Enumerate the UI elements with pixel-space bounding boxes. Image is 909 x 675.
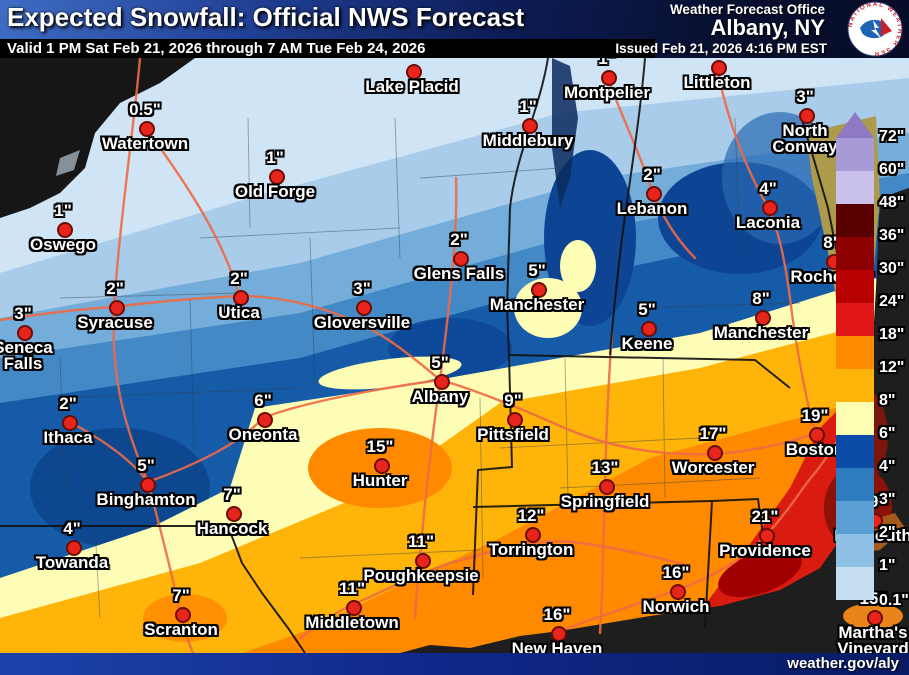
legend-segment: 8" [836,393,895,435]
legend-segment: 1" 0.1" [836,558,909,609]
snowfall-shading [0,58,909,653]
legend-tick-label: 18" [879,326,905,343]
office-label: Weather Forecast Office [669,2,825,17]
legend-segment: 6" [836,426,895,468]
legend-segment: 2" [836,525,895,567]
legend-segment: 36" [836,228,904,270]
legend-segment: 18" [836,327,904,369]
legend-segment: 48" [836,195,904,237]
forecast-map [0,58,909,653]
page-title: Expected Snowfall: Official NWS Forecast [7,2,525,32]
website-url: weather.gov/aly [787,655,899,672]
legend-tick-label: 36" [879,227,905,244]
legend-arrow-icon [836,112,874,138]
legend-tick-label: 12" [879,359,905,376]
legend-tick-label: 8" [879,392,896,409]
legend-segment: 24" [836,294,904,336]
valid-period-label: Valid 1 PM Sat Feb 21, 2026 through 7 AM… [0,39,655,58]
legend-segment: 3" [836,492,895,534]
legend-tick-label: 48" [879,194,905,211]
legend-tick-label: 30" [879,260,905,277]
legend-color-bar: 72" 60" 48" 36" 30" 24" 18" 12" 8" 6" 4" 3" 2" 1" 0.1" [836,129,909,609]
office-block: Weather Forecast Office Albany, NY [670,2,825,39]
legend-tick-label: 24" [879,293,905,310]
nws-logo-icon: NATIONAL WEATHER SERVICE [847,1,903,57]
legend-bottom-label: 0.1" [879,592,909,609]
legend-tick-label: 72" [879,128,905,145]
legend-segment: 72" [836,129,904,171]
header-bar: Expected Snowfall: Official NWS Forecast… [0,0,909,58]
legend-tick-label: 2" [879,524,896,541]
issued-timestamp: Issued Feb 21, 2026 4:16 PM EST [615,41,827,56]
legend-tick-label: 60" [879,161,905,178]
legend-segment: 30" [836,261,904,303]
legend-tick-label: 4" [879,458,896,475]
legend-tick-label: 1" [879,557,896,574]
legend-segment: 4" [836,459,895,501]
legend-segment: 60" [836,162,904,204]
legend-tick-label: 3" [879,491,896,508]
legend-segment: 12" [836,360,904,402]
office-name: Albany, NY [710,15,825,40]
legend-tick-label: 6" [879,425,896,442]
snowfall-legend: 72" 60" 48" 36" 30" 24" 18" 12" 8" 6" 4" 3" 2" 1" 0.1" [836,112,909,609]
footer-bar: weather.gov/aly [0,653,909,675]
